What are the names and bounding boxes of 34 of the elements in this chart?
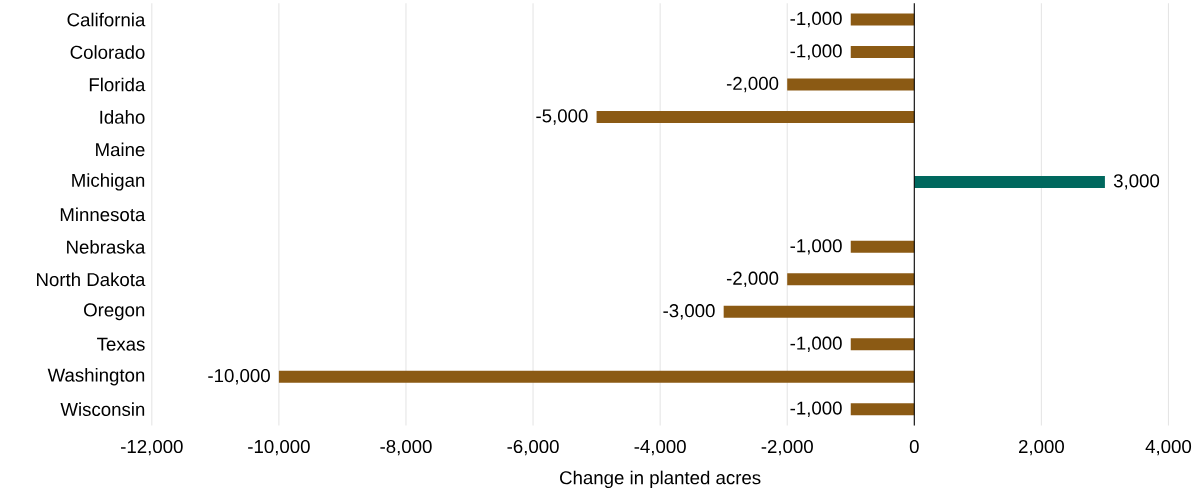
x-axis-title: Change in planted acres [560, 470, 761, 488]
x-tick-label: -12,000 [121, 439, 183, 456]
x-tick-label: -4,000 [634, 439, 686, 456]
y-tick-label: Nebraska [67, 239, 146, 254]
y-tick-label: North Dakota [37, 272, 146, 287]
x-tick-label: -8,000 [380, 439, 432, 456]
data-label: -2,000 [726, 76, 779, 93]
y-tick-label: Michigan [72, 173, 145, 191]
y-tick-label: Washington [47, 367, 145, 386]
x-tick-label: -6,000 [507, 439, 559, 456]
data-label: -1,000 [790, 401, 842, 417]
y-tick-label: California [67, 12, 146, 27]
data-label: 3,000 [1113, 174, 1160, 190]
data-label: -1,000 [790, 336, 842, 352]
x-tick-label: -10,000 [248, 439, 310, 456]
y-tick-label: Idaho [100, 109, 145, 124]
y-tick-label: Texas [97, 337, 145, 351]
data-label: -1,000 [790, 11, 842, 28]
data-label: -10,000 [208, 368, 270, 385]
y-tick-label: Florida [89, 77, 146, 92]
data-label: -5,000 [536, 109, 588, 125]
data-label: -3,000 [663, 303, 715, 320]
x-tick-label: 4,000 [1145, 439, 1192, 456]
y-tick-label: Colorado [70, 45, 145, 59]
data-label: -1,000 [790, 238, 842, 255]
x-tick-label: 2,000 [1018, 439, 1064, 456]
y-tick-label: Wisconsin [60, 402, 145, 416]
data-label: -1,000 [790, 44, 842, 60]
x-tick-label: 0 [909, 439, 919, 453]
x-tick-label: -2,000 [761, 439, 813, 456]
y-tick-label: Minnesota [60, 207, 146, 222]
y-tick-label: Oregon [84, 303, 145, 321]
data-label: -2,000 [726, 271, 779, 287]
y-tick-label: Maine [96, 142, 145, 157]
